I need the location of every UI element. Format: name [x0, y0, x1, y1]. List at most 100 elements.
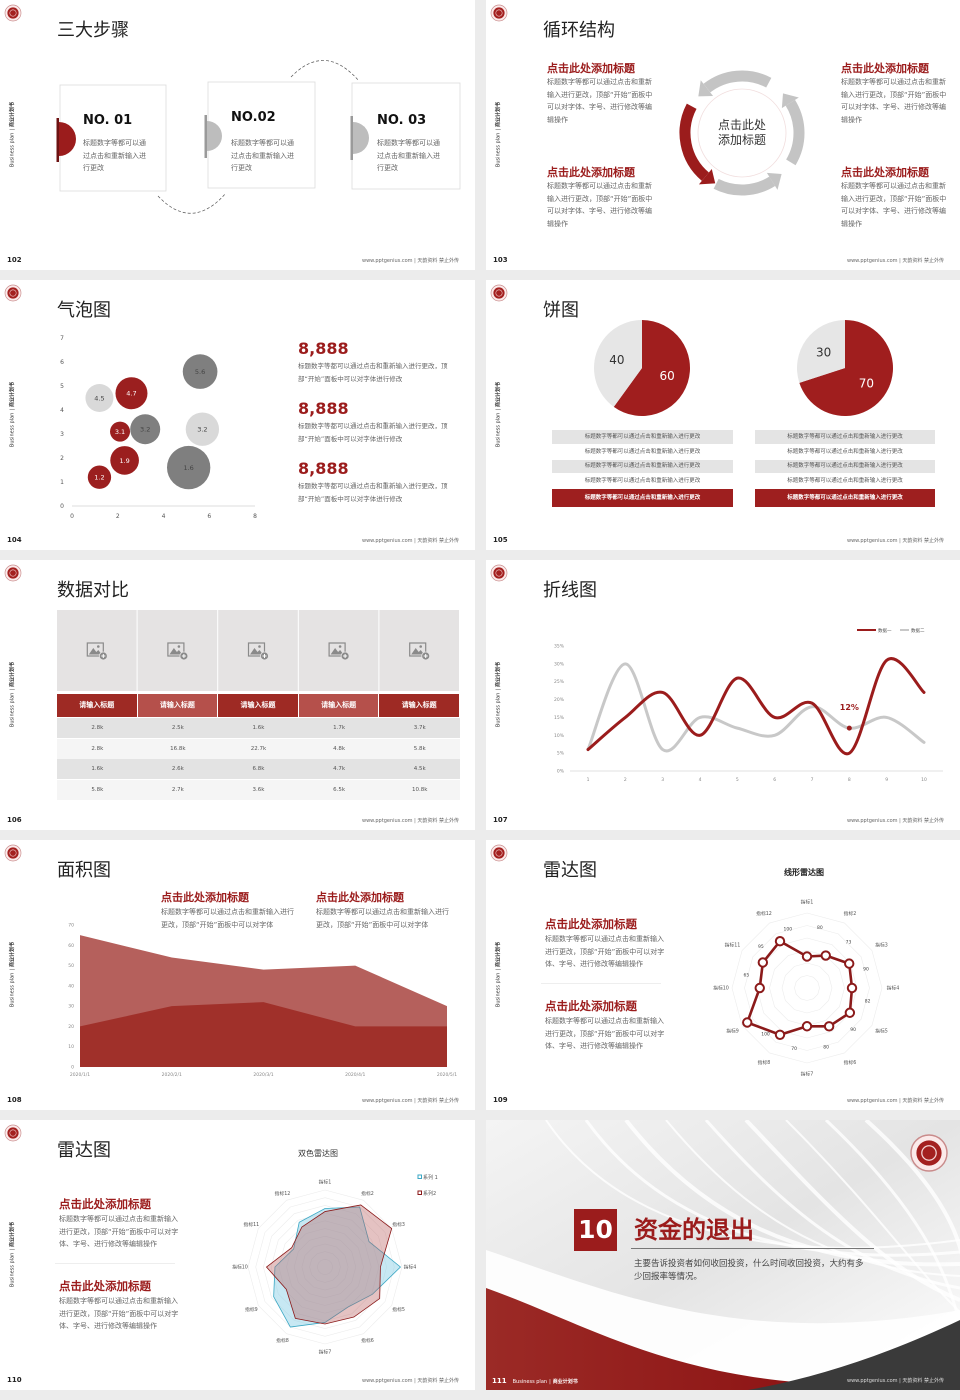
table-cell: 4.8k	[333, 746, 346, 752]
decorative-swoosh	[744, 1120, 960, 1302]
bubble-label: 1.9	[119, 457, 129, 465]
logo-emblem	[9, 1129, 17, 1137]
logo-emblem	[9, 9, 17, 17]
bubble	[182, 354, 218, 389]
logo-core	[7, 567, 19, 579]
radar-grid-ring	[794, 975, 820, 1001]
step-card	[207, 81, 316, 189]
side-label: Business plan|商业计划书	[9, 645, 16, 745]
page-number: 105	[493, 536, 508, 544]
table-cell: 2.8k	[91, 725, 104, 731]
slide-108: 0 10 20 30 40 50 60 70 2020/1/1 2020/2/1 2020/3/1 2…	[0, 840, 475, 1110]
block-heading: 点击此处添加标题	[59, 1279, 151, 1293]
legend-row: 标题数字等都可以通过点击和重新输入进行更改	[755, 460, 935, 473]
y-tick-label: 3	[60, 431, 64, 438]
side-label-cn: 商业计划书	[9, 941, 16, 967]
radar-axis-label: 指标9	[726, 1028, 739, 1035]
column-header: 请输入标题	[137, 694, 218, 717]
decorative-swoosh	[785, 1120, 960, 1313]
legend-swatch	[417, 1190, 422, 1195]
center-circle	[697, 88, 787, 178]
table-cell: 2.6k	[171, 766, 184, 772]
radar-grid-ring	[309, 1251, 341, 1283]
cover-background	[486, 1120, 960, 1390]
footer-sep: |	[549, 1379, 551, 1385]
radar-axis-label: 指标5	[875, 1028, 888, 1035]
image-add-placeholder-icon	[328, 642, 350, 661]
side-label: Business plan|商业计划书	[495, 645, 502, 745]
title-underline	[631, 1248, 874, 1249]
side-label-sep: |	[495, 128, 502, 131]
page-number: 106	[7, 816, 22, 824]
slide-chrome	[4, 4, 461, 214]
radar-axis-label: 指标10	[713, 985, 729, 992]
block-text: 标题数字等都可以通过点击和重新输入进行更改，顶部“开始”面板中可以对字体、字号、…	[545, 935, 665, 968]
icon-frame	[167, 642, 185, 657]
slide-chrome: 0 1 2 3 4 5 6 7 0 2 4 6 8 1.2 1.9 3.1 3.2 4.5 4.7 5.6 3.2 1.6	[4, 284, 257, 520]
cycle-arc-arrow	[713, 176, 776, 196]
y-tick-label: 40	[68, 983, 74, 989]
block-text: 标题数字等都可以通过点击和重新输入进行更改，顶部“开始”面板中可以对字体	[316, 908, 449, 929]
step-number: NO. 03	[377, 113, 427, 128]
page-number: 103	[493, 256, 508, 264]
marker-bar	[350, 116, 353, 160]
y-tick-label: 0	[60, 503, 64, 510]
slide-title: 雷达图	[543, 860, 597, 881]
side-label-cn: 商业计划书	[495, 101, 502, 127]
table-cell: 2.5k	[171, 725, 184, 731]
pie-slice	[797, 320, 845, 383]
block-text: 标题数字等都可以通过点击和重新输入进行更改，顶部“开始”面板中可以对字体、字号、…	[841, 78, 947, 124]
logo-seal-icon	[490, 564, 508, 582]
radar-axis-label: 指标4	[404, 1264, 417, 1271]
radar-axis-label: 指标11	[244, 1221, 260, 1228]
logo-seal-icon	[4, 4, 22, 22]
radar-grid-ring	[278, 1220, 372, 1314]
image-add-placeholder-icon	[247, 642, 269, 661]
cycle-arc-arrow	[703, 70, 772, 93]
step-card	[59, 84, 167, 192]
radar-axis-label: 指标4	[887, 985, 900, 992]
pie-slice-label: 60	[659, 369, 674, 383]
x-tick-label: 2020/4/1	[345, 1072, 365, 1078]
table-row	[57, 759, 460, 779]
image-placeholder	[298, 610, 379, 691]
table-cell: 2.8k	[91, 746, 104, 752]
pie-slice-label: 30	[816, 345, 831, 359]
arrowhead-icon	[698, 80, 714, 97]
logo-emblem	[921, 1145, 937, 1161]
logo-emblem	[9, 569, 17, 577]
side-label-cn: 商业计划书	[9, 381, 16, 407]
radar-axis-label: 指标11	[725, 942, 741, 949]
radar-value-label: 90	[850, 1027, 856, 1033]
side-label-sep: |	[9, 128, 16, 131]
page-number: 110	[7, 1376, 22, 1384]
red-wave	[486, 1288, 796, 1390]
y-tick-label: 2	[60, 455, 64, 462]
radar-value-label: 95	[758, 944, 764, 950]
slide-106: 数据对比 Business plan|商业计划书 106 www.pptgenius.…	[0, 560, 475, 830]
y-tick-label: 25%	[554, 679, 565, 685]
pie-slice	[594, 320, 642, 407]
logo-core	[493, 7, 505, 19]
slide-110: 双色雷达图 指标1 指标2 指标3 指标4 指标5 指标6 指标7 指标8 指标9 指标10 指标11…	[0, 1120, 475, 1390]
radar-grid-ring	[255, 1197, 395, 1337]
radar-point	[844, 958, 855, 969]
radar-axis-label: 指标3	[875, 942, 888, 949]
radar-axis-label: 指标1	[801, 899, 814, 906]
table-cell: 1.7k	[333, 725, 346, 731]
radar-point	[774, 1029, 786, 1040]
chart-title: 线形雷达图	[784, 867, 824, 877]
x-tick-label: 8	[253, 513, 257, 520]
logo-core	[7, 7, 19, 19]
radar-value-label: 80	[817, 925, 823, 931]
radar-grid-ring	[270, 1212, 380, 1322]
bubble-label: 5.6	[195, 368, 205, 376]
column-header: 请输入标题	[218, 694, 298, 717]
side-label-cn: 商业计划书	[495, 941, 502, 967]
side-label-en: Business plan	[9, 1252, 16, 1288]
block-heading: 点击此处添加标题	[547, 166, 635, 179]
marker-bar	[56, 118, 59, 162]
logo-emblem	[9, 289, 17, 297]
divider	[541, 983, 661, 984]
bubble-label: 3.2	[197, 426, 207, 434]
